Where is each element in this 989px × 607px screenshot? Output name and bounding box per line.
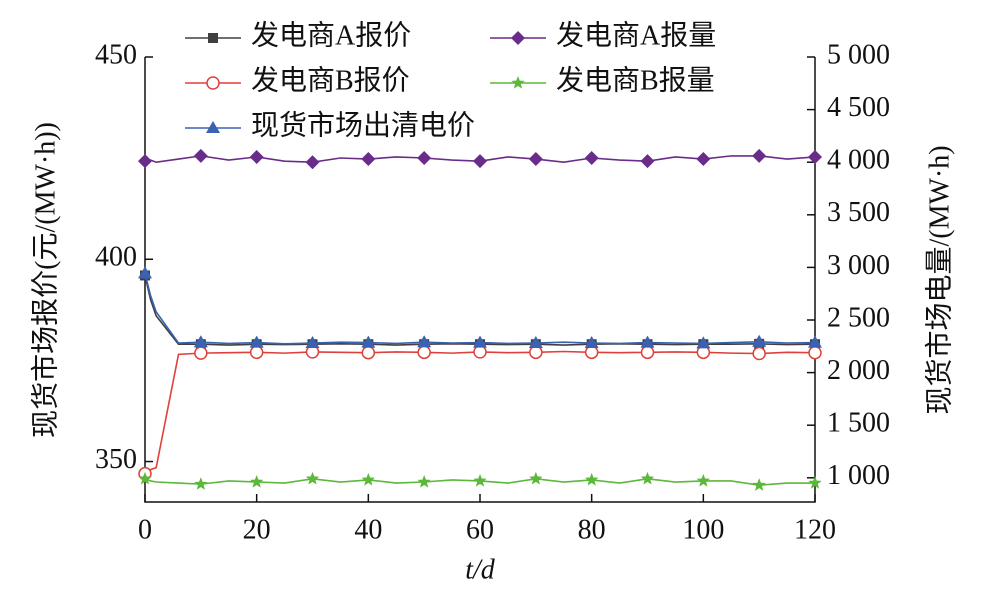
y2-tick-label: 5 000 [827, 39, 890, 70]
marker [473, 154, 487, 169]
marker [417, 475, 431, 488]
marker [305, 471, 320, 485]
marker [696, 473, 710, 487]
marker [752, 334, 767, 347]
marker [808, 476, 822, 489]
marker [417, 335, 432, 348]
marker [417, 150, 432, 165]
marker [361, 152, 376, 167]
marker [249, 345, 264, 360]
axis-frame [144, 57, 816, 503]
marker [249, 149, 264, 164]
marker [640, 335, 655, 348]
y-tick-label: 400 [95, 242, 137, 273]
x-tick-label: 60 [466, 514, 494, 545]
marker [249, 335, 264, 348]
legend-label: 发电商B报量 [556, 64, 715, 96]
marker [194, 346, 208, 360]
x-tick-label: 40 [354, 514, 382, 545]
marker [528, 336, 543, 349]
marker [305, 155, 320, 170]
marker [206, 121, 220, 133]
legend-label: 现货市场出清电价 [251, 109, 475, 141]
marker [208, 33, 218, 43]
legend-label: 发电商A报量 [556, 19, 716, 51]
x-axis-title: t/d [465, 554, 496, 585]
marker [511, 31, 525, 45]
marker [361, 345, 376, 360]
marker [138, 471, 152, 485]
marker [528, 152, 543, 167]
y2-tick-label: 4 500 [827, 92, 890, 123]
marker [138, 154, 152, 169]
marker [584, 150, 599, 165]
marker [808, 345, 822, 360]
series-line [144, 275, 816, 346]
series-line [144, 273, 816, 345]
marker [640, 471, 655, 485]
marker [138, 266, 152, 279]
marker [206, 76, 220, 90]
x-tick-label: 0 [138, 514, 152, 545]
marker [473, 345, 487, 359]
marker [417, 345, 431, 360]
series-line [144, 478, 815, 486]
x-tick-label: 100 [682, 514, 724, 545]
y-tick-label: 450 [95, 39, 137, 70]
y2-axis-title: 现货市场电量/(MW·h) [923, 145, 955, 414]
y2-tick-label: 4 000 [827, 145, 890, 176]
marker [584, 345, 599, 360]
y2-tick-label: 2 500 [827, 302, 890, 333]
legend-label: 发电商A报价 [251, 19, 411, 51]
marker [529, 471, 543, 485]
y2-tick-label: 3 500 [827, 197, 890, 228]
marker [584, 336, 599, 349]
marker [193, 335, 208, 348]
series-line [144, 155, 816, 164]
y2-tick-label: 1 000 [827, 460, 890, 491]
marker [193, 148, 208, 163]
marker [361, 335, 376, 348]
series-line [144, 350, 816, 475]
x-tick-label: 20 [243, 514, 271, 545]
marker [752, 148, 767, 163]
marker [473, 473, 487, 487]
marker [529, 345, 543, 360]
marker [511, 76, 525, 89]
marker [752, 478, 766, 491]
x-tick-label: 80 [578, 514, 606, 545]
marker [250, 475, 264, 488]
marker [473, 335, 487, 348]
y2-tick-label: 2 000 [827, 355, 890, 386]
marker [752, 346, 766, 361]
marker [696, 336, 711, 349]
y-tick-label: 350 [95, 444, 137, 475]
x-tick-label: 120 [794, 514, 836, 545]
marker [305, 336, 320, 349]
legend-label: 发电商B报价 [251, 64, 410, 96]
y-axis-title: 现货市场报价(元/(MW·h)) [29, 122, 61, 438]
marker [640, 345, 655, 360]
marker [640, 154, 655, 169]
y2-tick-label: 1 500 [827, 408, 890, 439]
y2-tick-label: 3 000 [827, 250, 890, 281]
marker [696, 152, 711, 167]
marker [808, 149, 822, 164]
marker [585, 472, 599, 486]
marker [808, 335, 822, 348]
marker [194, 477, 208, 490]
marker [361, 472, 375, 486]
